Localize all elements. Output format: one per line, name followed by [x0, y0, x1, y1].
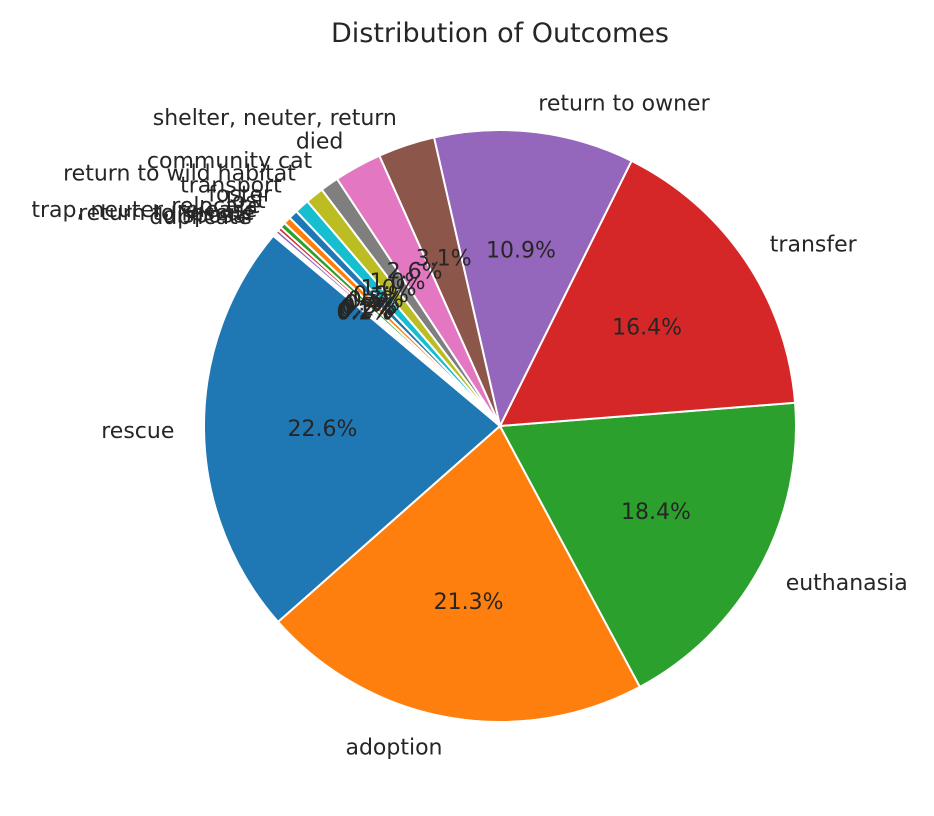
slice-label-transfer: transfer: [770, 233, 858, 258]
slice-percent-community-cat: 1.0%: [370, 270, 426, 295]
slice-percent-duplicate: 0.1%: [336, 300, 392, 325]
slice-label-community-cat: community cat: [147, 149, 313, 174]
slice-percent-trap-neuter-release: 0.2%: [340, 297, 396, 322]
pie-slice-duplicate: [271, 232, 501, 427]
pie-slice-rescue: [203, 234, 502, 624]
slice-label-euthanasia: euthanasia: [786, 571, 908, 596]
slice-label-rescue: rescue: [101, 419, 174, 444]
slice-label-duplicate: duplicate: [149, 205, 251, 230]
slice-percent-return-to-rescue: 0.2%: [338, 298, 394, 323]
slice-label-died: died: [296, 130, 344, 155]
chart-title: Distribution of Outcomes: [331, 18, 669, 49]
slice-percent-rescue: 22.6%: [287, 417, 357, 442]
slice-label-return-to-owner: return to owner: [538, 92, 710, 117]
slice-percent-disposal: 0.1%: [337, 300, 393, 325]
pie-slices: [203, 128, 797, 723]
slice-percent-transport: 0.8%: [353, 283, 409, 308]
slice-percent-foster: 0.5%: [348, 288, 404, 313]
slice-percent-relocate: 0.3%: [342, 295, 398, 320]
slice-percent-return-to-owner: 10.9%: [486, 239, 556, 264]
slice-label-lost: lost: [226, 189, 266, 214]
slice-label-transport: transport: [180, 173, 282, 198]
pie-slice-euthanasia: [498, 401, 797, 689]
pie-slice-transfer: [498, 159, 797, 428]
slice-percent-adoption: 21.3%: [434, 590, 504, 615]
slice-label-trap-neuter-release: trap, neuter, release: [31, 198, 257, 223]
slice-label-relocate: relocate: [171, 194, 260, 219]
slice-percent-shelter-neuter-return: 3.1%: [416, 247, 472, 272]
pie-slice-adoption: [276, 424, 642, 723]
slice-percent-lost: 0.4%: [344, 292, 400, 317]
slice-percent-euthanasia: 18.4%: [621, 500, 691, 525]
slice-percent-return-to-wild-habitat: 1.0%: [361, 277, 417, 302]
slice-label-adoption: adoption: [345, 736, 442, 761]
slice-label-foster: foster: [208, 182, 273, 207]
slice-label-return-to-rescue: return to rescue: [78, 201, 254, 226]
slice-label-shelter-neuter-return: shelter, neuter, return: [153, 106, 397, 131]
slice-label-return-to-wild-habitat: return to wild habitat: [63, 161, 296, 186]
slice-percent-died: 2.6%: [387, 259, 443, 284]
slice-percent-transfer: 16.4%: [612, 316, 682, 341]
slice-label-disposal: disposal: [163, 203, 253, 228]
pie-labels: rescue 22.6% adoption 21.3% euthanasia 18.4% t…: [31, 92, 907, 761]
